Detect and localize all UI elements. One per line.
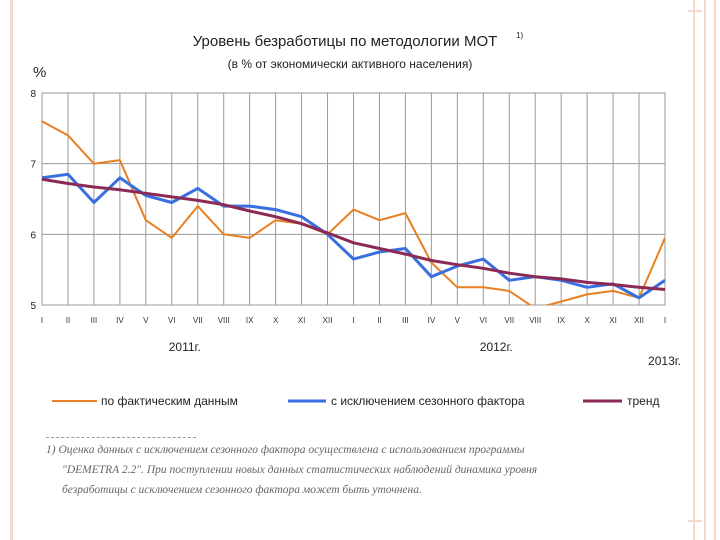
frame-left-border xyxy=(10,0,13,540)
x-tick-label: III xyxy=(402,316,409,325)
unemployment-chart: Уровень безработицы по методологии МОТ 1… xyxy=(30,31,681,408)
x-tick-label: IV xyxy=(428,316,436,325)
year-label: 2011г. xyxy=(169,340,201,354)
frame-right-border xyxy=(714,0,716,540)
footnote-line: 1) Оценка данных с исключением сезонного… xyxy=(46,444,525,456)
chart-subtitle: (в % от экономически активного населения… xyxy=(228,57,473,71)
x-tick-label: IV xyxy=(116,316,124,325)
series-line xyxy=(42,177,665,291)
x-tick-label: XII xyxy=(634,316,644,325)
footnote-divider xyxy=(46,437,196,438)
x-tick-label: XI xyxy=(609,316,617,325)
y-axis-unit-label: % xyxy=(33,64,46,81)
x-tick-label: VIII xyxy=(218,316,230,325)
x-tick-label: V xyxy=(455,316,461,325)
frame-decoration xyxy=(688,520,702,522)
frame-decoration xyxy=(688,10,702,12)
x-tick-label: I xyxy=(664,316,666,325)
x-tick-label: V xyxy=(143,316,149,325)
x-tick-label: X xyxy=(584,316,590,325)
x-tick-label: VI xyxy=(168,316,176,325)
legend-label: тренд xyxy=(627,394,659,408)
y-tick-label: 8 xyxy=(30,89,36,100)
frame-right-border xyxy=(693,0,695,540)
x-tick-label: VI xyxy=(480,316,488,325)
x-tick-label: I xyxy=(352,316,354,325)
y-tick-label: 5 xyxy=(30,301,36,312)
x-tick-label: VII xyxy=(193,316,203,325)
x-tick-label: XII xyxy=(323,316,333,325)
x-tick-label: VIII xyxy=(529,316,541,325)
footnote-line: "DEMETRA 2.2". При поступлении новых дан… xyxy=(62,464,538,476)
chart-title: Уровень безработицы по методологии МОТ xyxy=(193,33,498,50)
x-tick-label: IX xyxy=(246,316,254,325)
legend-label: с исключением сезонного фактора xyxy=(331,394,525,408)
legend-label: по фактическим данным xyxy=(101,394,238,408)
x-tick-label: II xyxy=(377,316,381,325)
x-tick-label: VII xyxy=(504,316,514,325)
footnote-line: безработицы с исключением сезонного факт… xyxy=(62,484,422,496)
y-tick-label: 7 xyxy=(30,160,36,171)
x-tick-label: II xyxy=(66,316,70,325)
x-tick-label: XI xyxy=(298,316,306,325)
year-label: 2012г. xyxy=(480,340,513,354)
x-tick-label: IX xyxy=(557,316,565,325)
series-line xyxy=(42,120,665,305)
chart-title-note: 1) xyxy=(516,31,523,40)
x-tick-label: X xyxy=(273,316,279,325)
x-tick-label: III xyxy=(91,316,98,325)
year-label: 2013г. xyxy=(648,354,681,368)
footnote: 1) Оценка данных с исключением сезонного… xyxy=(46,440,646,500)
x-tick-label: I xyxy=(41,316,43,325)
frame-right-border xyxy=(704,0,706,540)
y-tick-label: 6 xyxy=(30,230,36,241)
